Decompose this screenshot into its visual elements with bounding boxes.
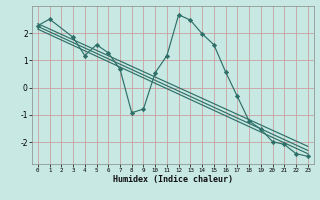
X-axis label: Humidex (Indice chaleur): Humidex (Indice chaleur): [113, 175, 233, 184]
